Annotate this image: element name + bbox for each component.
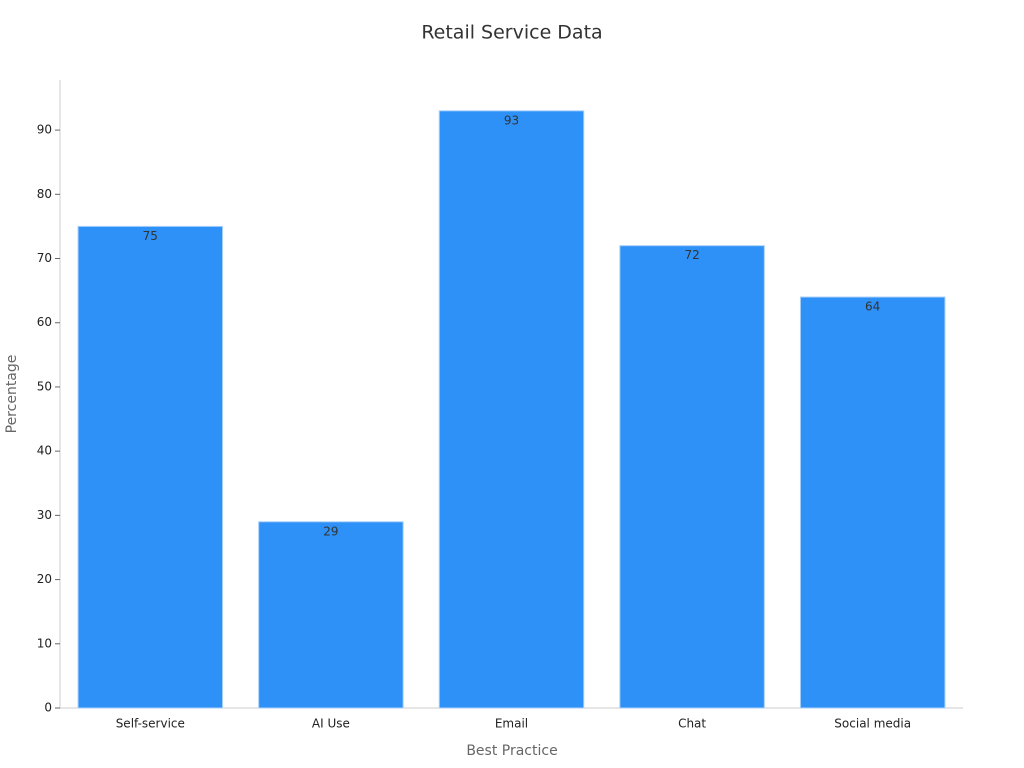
x-tick-label: Self-service: [116, 717, 185, 731]
chart-title: Retail Service Data: [421, 22, 602, 44]
bar: [619, 245, 765, 709]
y-tick-label: 90: [37, 123, 52, 137]
y-tick-label: 0: [44, 701, 52, 715]
value-label: 29: [323, 524, 338, 538]
x-tick-label: Email: [495, 717, 528, 731]
y-tick-label: 50: [37, 379, 52, 393]
y-tick-label: 30: [37, 508, 52, 522]
y-axis-label: Percentage: [4, 355, 20, 434]
bar: [77, 225, 224, 709]
y-tick-label: 10: [37, 636, 52, 650]
y-tick-label: 40: [37, 444, 52, 458]
value-label: 93: [504, 113, 519, 127]
bar: [438, 110, 585, 709]
value-label: 75: [143, 229, 158, 243]
value-label: 72: [684, 248, 699, 262]
y-tick-label: 80: [37, 187, 52, 201]
bar: [258, 521, 404, 709]
y-tick-label: 60: [37, 315, 52, 329]
value-label: 64: [865, 300, 880, 314]
y-tick-label: 20: [37, 572, 52, 586]
x-tick-label: Chat: [678, 717, 706, 731]
y-tick-label: 70: [37, 251, 52, 265]
x-tick-label: AI Use: [312, 717, 350, 731]
bar: [799, 296, 946, 709]
x-tick-label: Social media: [834, 717, 911, 731]
x-axis-label: Best Practice: [466, 743, 557, 759]
